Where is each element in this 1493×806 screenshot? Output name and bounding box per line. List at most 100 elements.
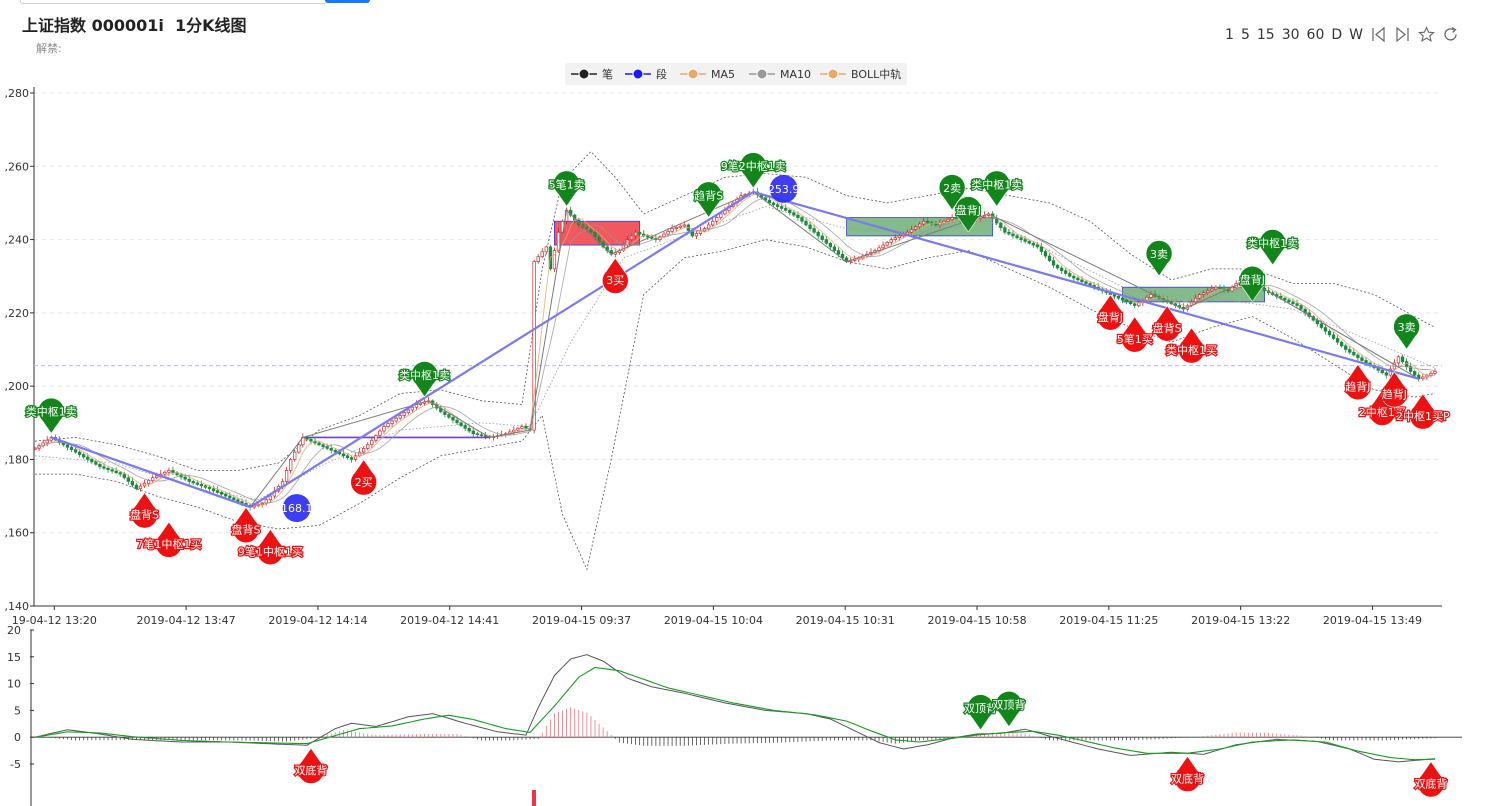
x-tick-label: 2019-04-12 14:41 xyxy=(400,614,499,627)
candle-body xyxy=(516,427,520,431)
candle-body xyxy=(1409,366,1413,372)
signal-marker[interactable]: 2中枢1买 xyxy=(1358,389,1407,426)
candle-body xyxy=(73,449,78,453)
signal-marker[interactable]: 2卖 xyxy=(938,174,966,211)
marker-pin xyxy=(1145,240,1173,277)
candle-body xyxy=(1072,275,1076,279)
signal-marker[interactable]: 5笔1买 xyxy=(1116,316,1154,353)
refresh-icon[interactable] xyxy=(1442,26,1459,43)
signal-marker[interactable]: 盘背S xyxy=(1151,305,1183,342)
search-button[interactable] xyxy=(325,0,370,3)
signal-marker[interactable]: 类中枢1卖 xyxy=(970,170,1023,207)
candle-body xyxy=(1031,242,1035,246)
candle-body xyxy=(917,223,922,228)
signal-marker[interactable]: 3买 xyxy=(602,257,629,294)
period-1min[interactable]: 1 xyxy=(1225,26,1234,43)
candle-body xyxy=(1084,281,1088,284)
signal-marker[interactable]: 盘背S xyxy=(129,492,160,529)
candle-body xyxy=(1413,371,1417,376)
boll-mid-line xyxy=(34,206,1436,501)
signal-marker[interactable]: 双底背 xyxy=(1170,755,1205,792)
period-30min[interactable]: 30 xyxy=(1281,26,1300,43)
signal-marker[interactable]: 9笔1中枢1买 xyxy=(237,528,304,565)
candle-body xyxy=(532,261,536,431)
signal-marker[interactable]: 双底背 xyxy=(1413,761,1449,798)
candle-body xyxy=(463,425,467,429)
signal-marker[interactable]: 双顶背 xyxy=(963,694,998,731)
candle-body xyxy=(386,423,390,427)
signal-marker[interactable]: 盘背J xyxy=(1239,265,1266,303)
candle-body xyxy=(1064,270,1068,274)
candle-body xyxy=(1214,286,1218,290)
signal-marker[interactable]: 趋背J xyxy=(1381,371,1408,408)
period-week[interactable]: W xyxy=(1349,26,1363,43)
signal-marker[interactable]: 趋背S xyxy=(693,181,724,218)
signal-marker[interactable]: 3卖 xyxy=(1145,240,1173,277)
period-15min[interactable]: 15 xyxy=(1256,26,1275,43)
candle-body xyxy=(792,212,796,216)
signal-marker[interactable]: 趋背J xyxy=(1344,363,1372,401)
candle-body xyxy=(297,444,301,453)
candle-body xyxy=(767,199,772,204)
marker-label: 双底背 xyxy=(294,763,327,777)
signal-marker[interactable]: 盘背J xyxy=(955,196,982,233)
candle-body xyxy=(893,237,897,240)
candle-body xyxy=(670,228,674,232)
signal-marker[interactable]: 7笔1中枢1买 xyxy=(135,521,203,558)
candle-body xyxy=(1202,292,1206,295)
y-tick-label: ,160 xyxy=(5,527,30,540)
candle-body xyxy=(1323,327,1328,332)
candle-body xyxy=(33,448,37,450)
y-tick-label: ,240 xyxy=(5,234,30,247)
candle-body xyxy=(771,202,776,206)
candle-body xyxy=(1193,297,1198,303)
candle-body xyxy=(65,444,70,448)
candle-body xyxy=(366,444,370,449)
star-icon[interactable] xyxy=(1418,26,1435,43)
last-page-icon[interactable] xyxy=(1394,26,1411,43)
candle-body xyxy=(1043,251,1048,257)
marker-label: 盘背S xyxy=(232,522,261,536)
first-page-icon[interactable] xyxy=(1370,26,1387,43)
signal-marker[interactable]: 类中枢1卖 xyxy=(25,397,78,434)
y-tick-label: ,140 xyxy=(5,600,30,613)
macd-y-tick-label: 0 xyxy=(14,731,21,744)
legend-label: 段 xyxy=(656,67,667,81)
period-5min[interactable]: 5 xyxy=(1240,26,1250,43)
signal-marker[interactable]: 3卖 xyxy=(1393,313,1420,350)
signal-marker[interactable]: 盘背S xyxy=(230,506,262,543)
macd-dif-line xyxy=(34,654,1436,763)
marker-label: 5笔1卖 xyxy=(549,177,585,191)
signal-marker[interactable]: 双底背 xyxy=(293,747,329,784)
period-60min[interactable]: 60 xyxy=(1306,26,1325,43)
duan-extreme-marker[interactable]: 3253.98 xyxy=(761,174,807,203)
macd-y-tick-label: 15 xyxy=(7,651,21,664)
signal-marker[interactable]: 双顶背 xyxy=(991,691,1027,728)
page-title: 上证指数 000001i 1分K线图 xyxy=(22,16,247,35)
signal-marker[interactable]: 2买 xyxy=(350,459,377,496)
y-tick-label: ,260 xyxy=(5,160,30,173)
period-day[interactable]: D xyxy=(1331,26,1343,43)
candle-body xyxy=(1283,297,1287,301)
marker-pin xyxy=(995,691,1023,728)
candle-body xyxy=(130,481,135,486)
candles xyxy=(33,187,1437,511)
candle-body xyxy=(788,209,792,214)
signal-marker[interactable]: 5笔1卖 xyxy=(547,170,586,207)
candle-body xyxy=(1055,264,1060,269)
signal-marker[interactable]: 类中枢1卖 xyxy=(1246,229,1299,266)
macd-y-tick-label: 5 xyxy=(14,704,21,717)
legend-label: MA10 xyxy=(780,68,811,81)
signal-marker[interactable]: 9笔2中枢1卖 xyxy=(720,152,787,189)
legend-label: MA5 xyxy=(711,68,735,81)
chart-legend: 笔 段 MA5 MA10 BOLL中轨 xyxy=(565,63,907,85)
signal-marker[interactable]: 类中枢1卖 xyxy=(398,361,451,398)
signal-marker[interactable]: 2中枢1买P xyxy=(1395,393,1451,430)
signal-marker[interactable]: 盘背J xyxy=(1097,294,1124,331)
duan-extreme-marker[interactable]: 3168.14 xyxy=(274,494,320,523)
signal-marker[interactable]: 类中枢1买 xyxy=(1165,327,1218,364)
marker-pin xyxy=(1174,755,1201,792)
candle-body xyxy=(1327,330,1332,336)
candle-body xyxy=(1218,286,1222,289)
